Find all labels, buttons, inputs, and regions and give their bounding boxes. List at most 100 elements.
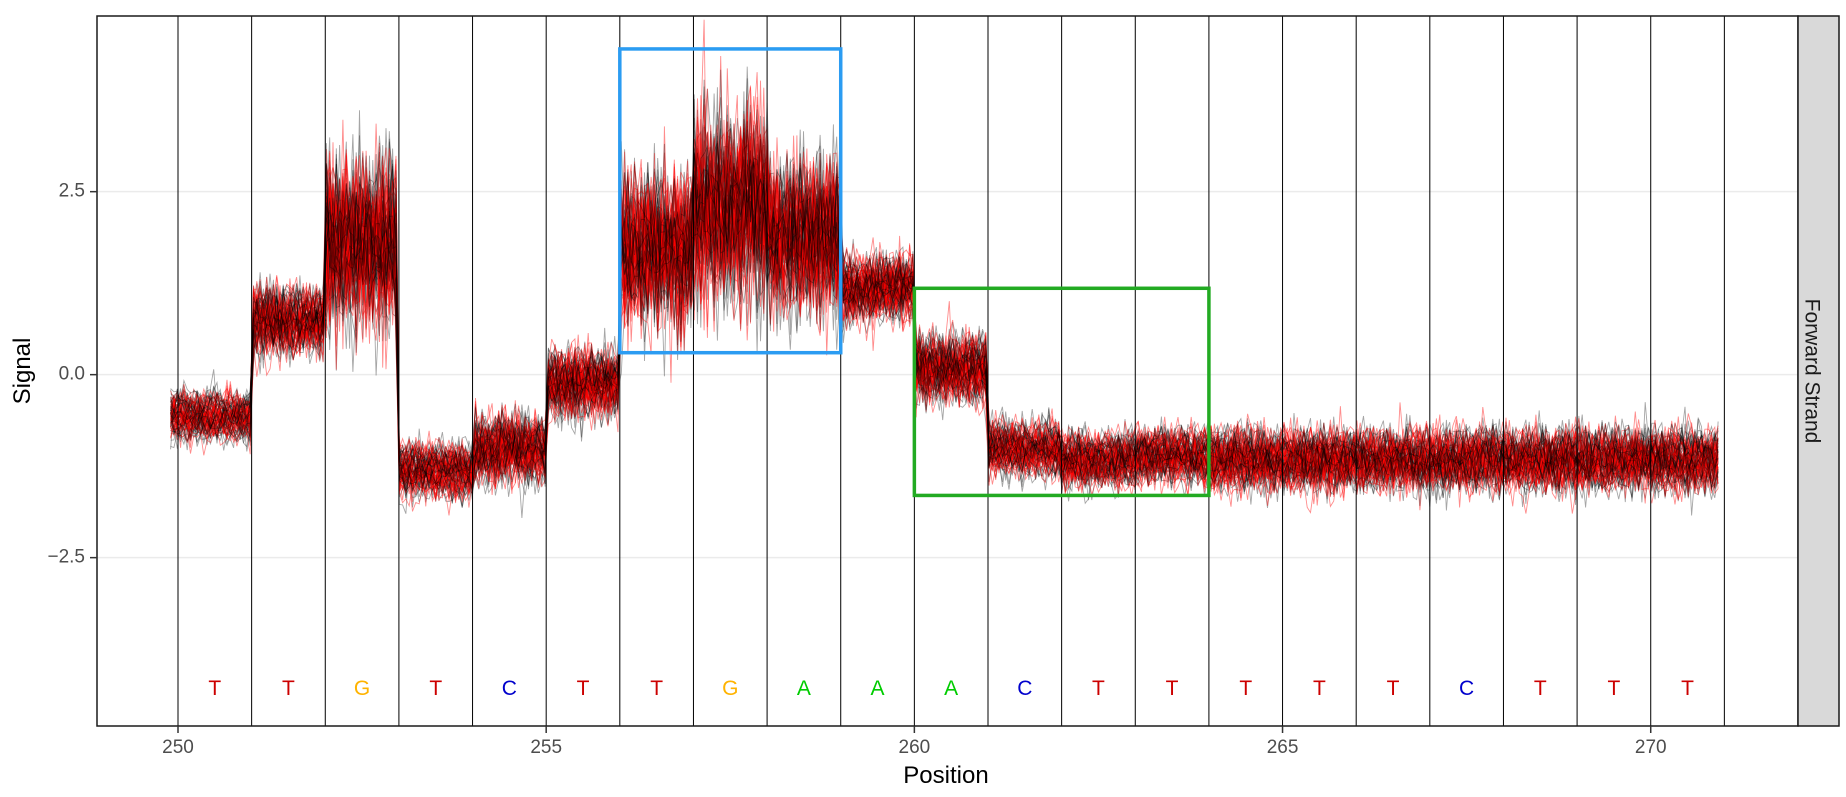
y-tick-label: 2.5 bbox=[59, 181, 85, 202]
base-letter: T bbox=[1313, 677, 1326, 700]
signal-read-trace bbox=[170, 119, 1719, 482]
signal-read-trace bbox=[170, 156, 1719, 499]
base-letter: T bbox=[282, 677, 295, 700]
signal-read-trace bbox=[170, 96, 1719, 488]
signal-read-trace bbox=[170, 134, 1719, 496]
base-letter: A bbox=[944, 677, 958, 700]
signal-read-trace bbox=[170, 113, 1719, 494]
signal-read-trace bbox=[170, 117, 1719, 503]
signal-read-trace bbox=[170, 113, 1719, 498]
y-tick-label: −2.5 bbox=[47, 547, 85, 568]
signal-read-trace bbox=[170, 137, 1719, 505]
signal-read-trace bbox=[170, 66, 1719, 499]
signal-read-trace bbox=[170, 80, 1719, 490]
base-letter: T bbox=[1239, 677, 1252, 700]
x-tick-label: 270 bbox=[1635, 737, 1667, 758]
signal-read-trace bbox=[170, 98, 1719, 495]
base-letter: T bbox=[1092, 677, 1105, 700]
signal-read-trace bbox=[170, 134, 1719, 496]
signal-read-trace bbox=[170, 161, 1719, 502]
signal-read-trace bbox=[170, 100, 1719, 483]
x-tick-label: 265 bbox=[1267, 737, 1299, 758]
y-axis-title: Signal bbox=[9, 338, 36, 405]
signal-read-trace bbox=[170, 111, 1719, 472]
signal-read-trace bbox=[170, 119, 1719, 499]
signal-read-trace bbox=[170, 87, 1719, 487]
base-letter: T bbox=[1387, 677, 1400, 700]
signal-read-trace bbox=[170, 109, 1719, 499]
signal-read-trace bbox=[170, 68, 1719, 490]
signal-read-trace bbox=[170, 104, 1719, 484]
signal-read-trace bbox=[170, 123, 1719, 495]
signal-read-trace bbox=[170, 131, 1719, 502]
signal-read-trace bbox=[170, 93, 1719, 496]
y-tick-label: 0.0 bbox=[59, 364, 85, 385]
base-letter: A bbox=[797, 677, 811, 700]
signal-read-trace bbox=[170, 133, 1719, 489]
signal-read-trace bbox=[170, 132, 1719, 503]
signal-read-trace bbox=[170, 137, 1719, 496]
base-letter: T bbox=[577, 677, 590, 700]
signal-read-trace bbox=[170, 136, 1719, 506]
base-letter: A bbox=[871, 677, 885, 700]
base-letter: T bbox=[208, 677, 221, 700]
signal-read-trace bbox=[170, 150, 1719, 492]
x-tick-label: 255 bbox=[530, 737, 562, 758]
x-axis: 250 255 260 265 270 bbox=[162, 726, 1667, 758]
signal-read-trace bbox=[170, 86, 1719, 500]
signal-read-trace bbox=[170, 162, 1719, 511]
signal-read-trace bbox=[170, 128, 1719, 483]
facet-label: Forward Strand bbox=[1800, 299, 1823, 444]
signal-read-trace bbox=[170, 127, 1719, 516]
signal-read-trace bbox=[170, 85, 1719, 478]
facet-strip: Forward Strand bbox=[1797, 15, 1840, 727]
highlight-box bbox=[912, 286, 1211, 498]
signal-read-trace bbox=[170, 79, 1719, 479]
signal-read-trace bbox=[170, 91, 1719, 494]
signal-read-trace bbox=[170, 135, 1719, 484]
signal-read-trace bbox=[170, 142, 1719, 501]
signal-read-trace bbox=[170, 132, 1719, 504]
signal-read-trace bbox=[170, 87, 1719, 478]
signal-read-trace bbox=[170, 128, 1719, 508]
signal-read-trace bbox=[170, 116, 1719, 489]
gridlines bbox=[97, 190, 1798, 559]
signal-read-trace bbox=[170, 128, 1719, 481]
signal-read-trace bbox=[170, 142, 1719, 507]
signal-read-trace bbox=[170, 123, 1719, 492]
signal-read-trace bbox=[170, 115, 1719, 475]
signal-read-trace bbox=[170, 131, 1719, 478]
x-tick-label: 250 bbox=[162, 737, 194, 758]
signal-read-trace bbox=[170, 143, 1719, 487]
y-axis: 2.5 0.0 −2.5 bbox=[47, 181, 97, 568]
signal-read-trace bbox=[170, 97, 1719, 481]
signal-read-trace bbox=[170, 134, 1719, 504]
signal-read-trace bbox=[170, 126, 1719, 508]
base-boundaries bbox=[177, 16, 1725, 726]
signal-read-trace bbox=[170, 158, 1719, 507]
signal-read-trace bbox=[170, 128, 1719, 504]
base-letter: T bbox=[1607, 677, 1620, 700]
signal-read-trace bbox=[170, 69, 1719, 489]
base-letter: G bbox=[722, 677, 738, 700]
signal-read-trace bbox=[170, 132, 1719, 489]
signal-read-trace bbox=[170, 130, 1719, 495]
signal-read-trace bbox=[170, 123, 1719, 485]
signal-read-trace bbox=[170, 125, 1719, 516]
signal-read-trace bbox=[170, 78, 1719, 503]
signal-read-trace bbox=[170, 119, 1719, 504]
signal-read-trace bbox=[170, 88, 1719, 480]
signal-read-trace bbox=[170, 96, 1719, 496]
signal-read-trace bbox=[170, 95, 1719, 503]
plot-panel bbox=[97, 16, 1798, 726]
signal-read-trace bbox=[170, 133, 1719, 477]
base-letter: T bbox=[650, 677, 663, 700]
signal-read-trace bbox=[170, 151, 1719, 493]
signal-read-trace bbox=[170, 104, 1719, 500]
signal-read-trace bbox=[170, 120, 1719, 512]
base-letter: G bbox=[354, 677, 370, 700]
signal-read-trace bbox=[170, 87, 1719, 507]
signal-read-trace bbox=[170, 147, 1719, 498]
